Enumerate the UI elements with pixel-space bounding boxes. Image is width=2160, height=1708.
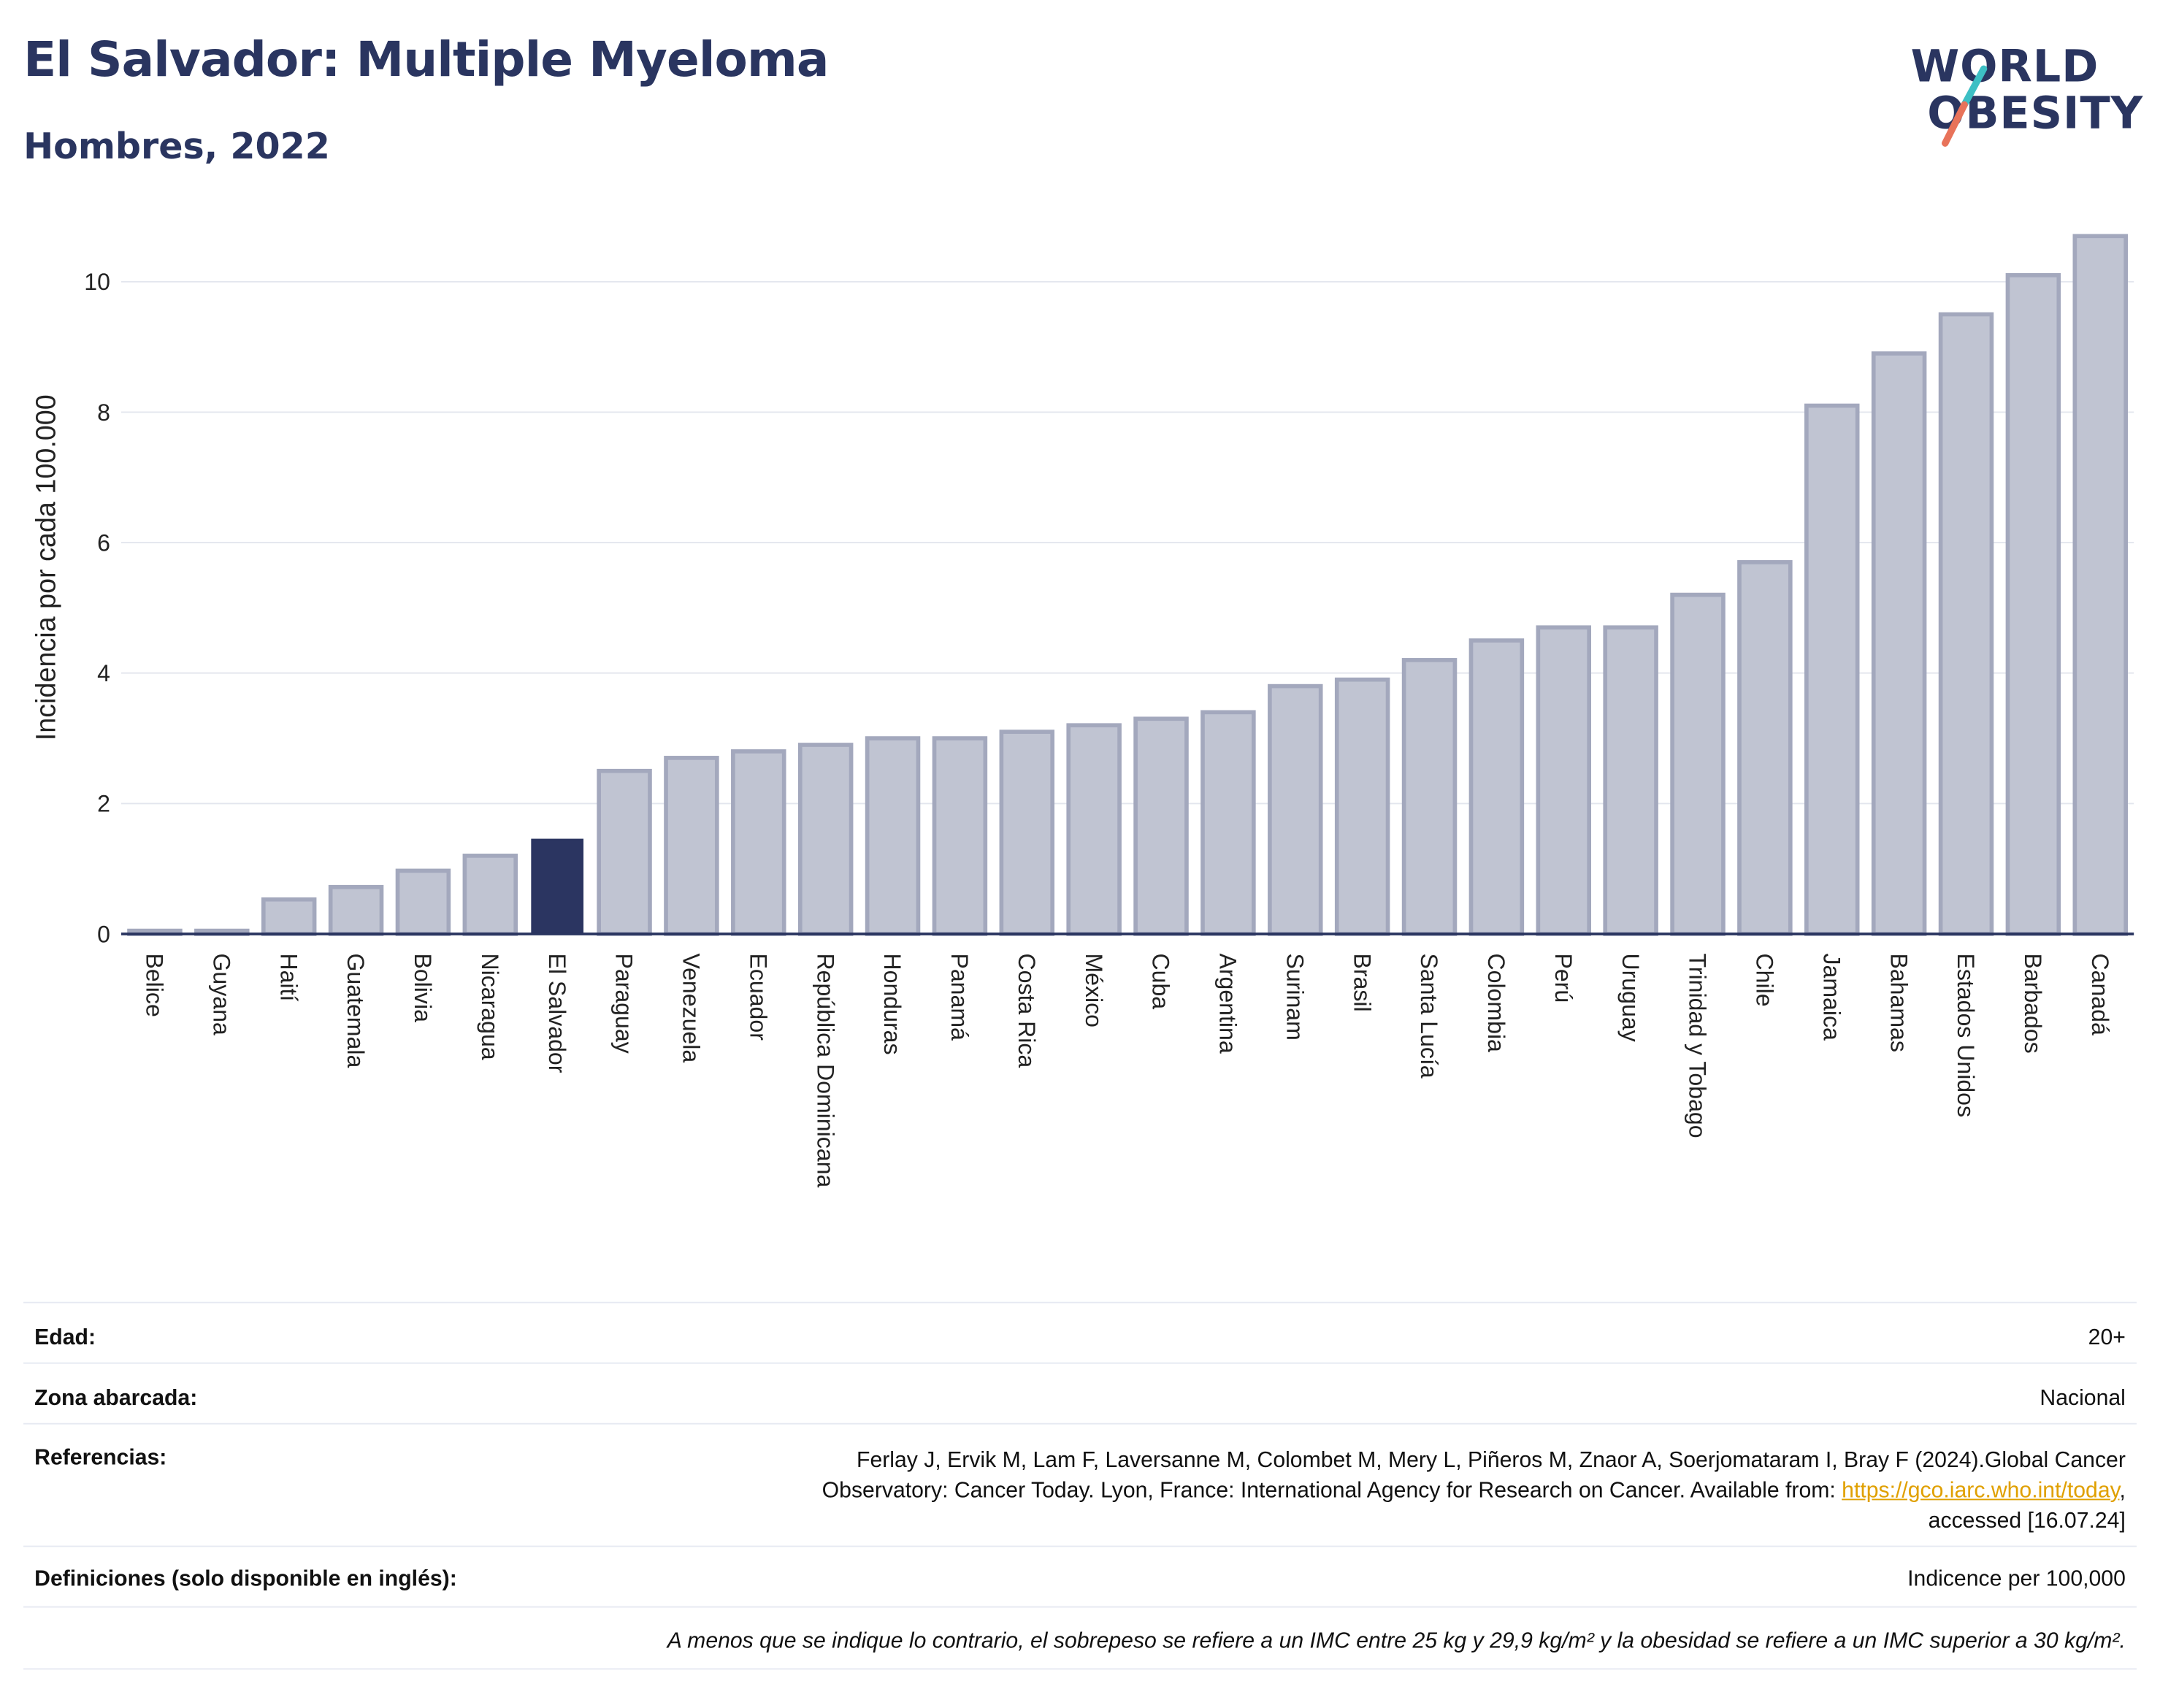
x-tick-label: Bolivia bbox=[410, 953, 436, 1022]
bar bbox=[2005, 273, 2061, 936]
bar bbox=[1401, 658, 1458, 936]
bar bbox=[462, 854, 518, 936]
bar bbox=[1670, 592, 1726, 936]
referencias-value: Ferlay J, Ervik M, Lam F, Laversanne M, … bbox=[822, 1447, 2126, 1538]
zona-value: Nacional bbox=[2040, 1387, 2126, 1411]
x-tick-label: Trinidad y Tobago bbox=[1685, 953, 1711, 1138]
x-tick-label: Surinam bbox=[1282, 953, 1308, 1040]
x-tick-label: Paraguay bbox=[611, 953, 637, 1053]
bar bbox=[1938, 312, 1994, 936]
info-row-edad: Edad: 20+ bbox=[23, 1301, 2137, 1364]
bar bbox=[597, 768, 652, 936]
x-tick-label: Perú bbox=[1550, 953, 1577, 1003]
info-row-referencias: Referencias: Ferlay J, Ervik M, Lam F, L… bbox=[23, 1422, 2137, 1546]
bar bbox=[1200, 710, 1256, 936]
bar bbox=[731, 749, 786, 936]
bar bbox=[1603, 625, 1658, 936]
edad-value: 20+ bbox=[2088, 1326, 2126, 1350]
x-tick-label: Bahamas bbox=[1885, 953, 1912, 1052]
x-tick-label: República Dominicana bbox=[812, 953, 838, 1187]
bar bbox=[1066, 723, 1122, 936]
y-tick-label: 8 bbox=[97, 399, 110, 426]
y-axis-title: Incidencia por cada 100.000 bbox=[30, 394, 61, 740]
x-tick-label: Belice bbox=[142, 953, 168, 1016]
info-row-zona: Zona abarcada: Nacional bbox=[23, 1362, 2137, 1425]
x-tick-label: Argentina bbox=[1215, 953, 1241, 1053]
bar bbox=[395, 868, 451, 936]
definiciones-value: Indicence per 100,000 bbox=[1907, 1567, 2126, 1591]
x-tick-label: Brasil bbox=[1349, 953, 1375, 1011]
bar bbox=[1737, 560, 1793, 936]
bar bbox=[328, 884, 384, 936]
x-tick-label: Cuba bbox=[1148, 953, 1174, 1009]
y-tick-label: 0 bbox=[97, 921, 110, 947]
x-tick-label: Venezuela bbox=[678, 953, 705, 1062]
x-tick-label: Guyana bbox=[209, 953, 235, 1035]
page-subtitle: Hombres, 2022 bbox=[23, 126, 330, 169]
y-tick-label: 6 bbox=[97, 529, 110, 556]
bar bbox=[531, 838, 584, 935]
y-tick-label: 2 bbox=[97, 791, 110, 817]
logo-line-world: WORLD bbox=[1910, 39, 2099, 93]
obesity-definition-note: A menos que se indique lo contrario, el … bbox=[667, 1629, 2126, 1653]
x-tick-label: El Salvador bbox=[544, 953, 570, 1073]
ref-line-2-text: Observatory: Cancer Today. Lyon, France:… bbox=[822, 1479, 1842, 1504]
x-tick-label: Costa Rica bbox=[1014, 953, 1040, 1068]
x-tick-label: Barbados bbox=[2020, 953, 2046, 1053]
bar bbox=[1468, 638, 1525, 936]
x-tick-label: Nicaragua bbox=[477, 953, 503, 1060]
bar bbox=[2072, 234, 2128, 936]
x-tick-label: Canadá bbox=[2087, 953, 2113, 1035]
info-row-definiciones: Definiciones (solo disponible en inglés)… bbox=[23, 1545, 2137, 1608]
y-tick-label: 10 bbox=[84, 269, 110, 295]
ref-line-1: Ferlay J, Ervik M, Lam F, Laversanne M, … bbox=[857, 1449, 2126, 1473]
ref-line-3: accessed [16.07.24] bbox=[1928, 1509, 2126, 1533]
bar bbox=[999, 729, 1055, 936]
x-tick-label: Colombia bbox=[1483, 953, 1509, 1052]
page-title: El Salvador: Multiple Myeloma bbox=[23, 33, 829, 88]
x-tick-label: Panamá bbox=[946, 953, 973, 1041]
ref-line-2: Observatory: Cancer Today. Lyon, France:… bbox=[822, 1477, 2126, 1507]
bar bbox=[261, 897, 317, 936]
bar bbox=[1536, 625, 1592, 936]
x-tick-label: Jamaica bbox=[1818, 953, 1845, 1041]
bar-chart: 0 2 4 6 8 10 Incidencia por cada 100.000 Belice… bbox=[30, 234, 2134, 1187]
bar bbox=[932, 736, 988, 936]
referencias-label: Referencias: bbox=[34, 1446, 167, 1470]
x-tick-label: Uruguay bbox=[1617, 953, 1644, 1041]
bar bbox=[865, 736, 921, 936]
bar bbox=[664, 756, 719, 936]
ref-line-2-end: , bbox=[2119, 1479, 2126, 1504]
x-tick-label: México bbox=[1081, 953, 1107, 1027]
bar bbox=[1804, 403, 1860, 936]
info-table: Edad: 20+ Zona abarcada: Nacional Refere… bbox=[23, 1301, 2137, 1674]
x-tick-label: Chile bbox=[1752, 953, 1778, 1006]
info-row-note: A menos que se indique lo contrario, el … bbox=[23, 1606, 2137, 1670]
bar bbox=[1133, 716, 1189, 936]
zona-label: Zona abarcada: bbox=[34, 1387, 198, 1411]
bar bbox=[1334, 677, 1390, 936]
x-tick-label: Guatemala bbox=[342, 953, 369, 1068]
definiciones-label: Definiciones (solo disponible en inglés)… bbox=[34, 1567, 457, 1591]
x-tick-label: Ecuador bbox=[745, 953, 771, 1041]
world-obesity-logo: WORLD OBESITY bbox=[1908, 39, 2142, 156]
logo-slash-icon bbox=[1942, 65, 1988, 147]
x-tick-label: Estados Unidos bbox=[1953, 953, 1979, 1117]
y-tick-label: 4 bbox=[97, 660, 110, 686]
bar bbox=[797, 743, 854, 936]
x-tick-label: Honduras bbox=[879, 953, 905, 1054]
x-tick-label: Santa Lucía bbox=[1416, 953, 1442, 1078]
x-tick-label: Haití bbox=[275, 953, 302, 1001]
edad-label: Edad: bbox=[34, 1326, 96, 1350]
bar bbox=[1871, 351, 1927, 936]
ref-link[interactable]: https://gco.iarc.who.int/today bbox=[1842, 1479, 2120, 1504]
bar bbox=[1268, 683, 1323, 936]
